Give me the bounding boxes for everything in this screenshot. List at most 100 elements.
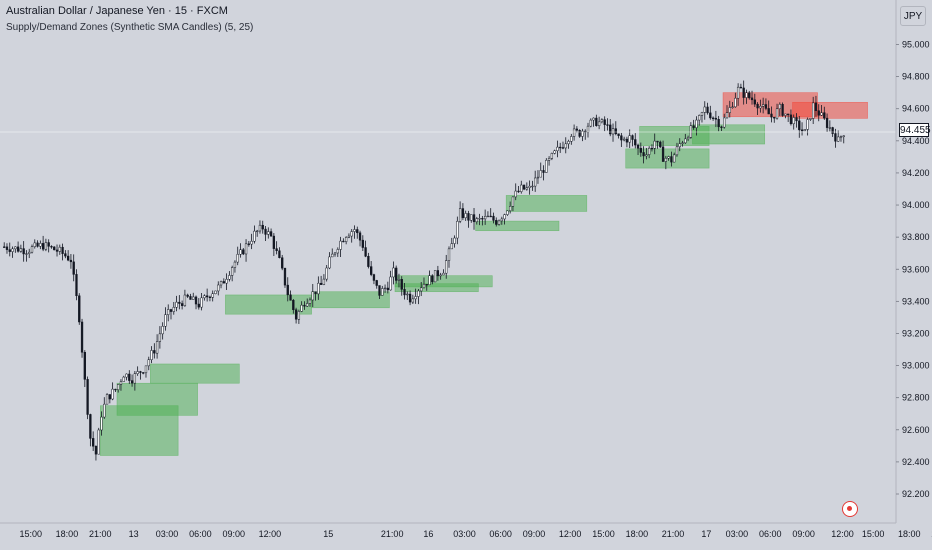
candle: [670, 151, 673, 167]
candle: [358, 230, 362, 247]
candle: [517, 185, 520, 193]
candle: [192, 292, 195, 300]
time-tick-label: 15:00: [862, 529, 885, 539]
candle: [642, 146, 645, 164]
candle: [414, 288, 417, 304]
candle: [375, 279, 378, 289]
candle: [175, 295, 178, 312]
candle: [422, 277, 426, 289]
candle: [825, 113, 829, 132]
candle: [389, 270, 392, 291]
candle: [36, 240, 39, 248]
candle: [698, 114, 701, 126]
candle: [44, 238, 48, 252]
current-price-label: 94.455: [899, 123, 931, 137]
candle: [631, 134, 634, 147]
candle: [161, 322, 164, 340]
candle: [292, 298, 295, 314]
candle: [130, 374, 134, 387]
candle: [823, 106, 826, 120]
candle: [367, 252, 370, 269]
price-tick-label: 94.200: [902, 168, 930, 178]
candle: [692, 119, 695, 130]
candle: [673, 152, 676, 163]
candle: [39, 240, 42, 250]
candle: [258, 220, 262, 234]
candle: [578, 129, 581, 138]
candle: [495, 217, 498, 227]
currency-button[interactable]: JPY: [900, 6, 926, 26]
candle: [294, 307, 298, 324]
candle: [689, 122, 693, 139]
price-tick-label: 92.200: [902, 489, 930, 499]
candle: [770, 106, 773, 123]
candle: [611, 123, 615, 142]
candle: [503, 213, 506, 225]
demand-zone: [394, 283, 479, 293]
candle: [806, 117, 809, 136]
candle: [592, 117, 595, 127]
candle: [281, 254, 284, 271]
candle: [842, 135, 845, 144]
zones-layer: [100, 92, 868, 456]
candle: [411, 294, 415, 304]
candle: [261, 220, 264, 234]
candle: [684, 133, 687, 144]
candle: [53, 246, 56, 251]
candle: [686, 135, 690, 142]
price-tick-label: 93.600: [902, 264, 930, 274]
candle: [217, 281, 220, 296]
candle: [759, 99, 762, 113]
candle: [303, 301, 306, 310]
candle: [789, 109, 793, 126]
candle: [225, 273, 228, 290]
candle: [308, 297, 312, 307]
candle: [16, 241, 20, 253]
price-tick-label: 93.800: [902, 232, 930, 242]
candle: [47, 239, 50, 253]
candle: [656, 140, 659, 149]
candle: [678, 138, 681, 152]
candle: [784, 113, 787, 119]
candle: [664, 155, 667, 170]
candle: [467, 210, 470, 228]
candle: [344, 236, 348, 245]
candle: [622, 136, 626, 142]
candle: [25, 250, 28, 262]
candle: [64, 250, 67, 259]
candle: [723, 113, 726, 129]
candle: [586, 122, 590, 138]
price-tick-label: 94.600: [902, 104, 930, 114]
candle: [837, 130, 840, 142]
candle: [636, 143, 640, 155]
time-tick-label: 09:00: [523, 529, 546, 539]
candle: [92, 431, 95, 451]
candle: [66, 250, 70, 262]
candle: [233, 260, 237, 273]
candle: [661, 140, 665, 162]
candle: [509, 201, 512, 214]
candle: [342, 238, 345, 243]
candle: [400, 276, 403, 296]
candle: [542, 165, 545, 181]
candle: [408, 290, 412, 306]
candle: [511, 196, 515, 212]
candle: [564, 137, 567, 154]
candle: [242, 248, 245, 256]
candle: [205, 288, 209, 302]
candle: [814, 95, 818, 117]
candle: [119, 379, 123, 391]
time-tick-label: 15:00: [20, 529, 43, 539]
target-icon[interactable]: [842, 501, 858, 517]
candle: [787, 113, 790, 122]
candle: [750, 90, 754, 105]
candle: [561, 141, 565, 150]
candle: [30, 244, 34, 254]
time-tick-label: 15: [323, 529, 333, 539]
demand-zone: [505, 195, 588, 212]
candle: [128, 370, 131, 384]
candle: [436, 265, 440, 281]
candle: [650, 144, 654, 152]
